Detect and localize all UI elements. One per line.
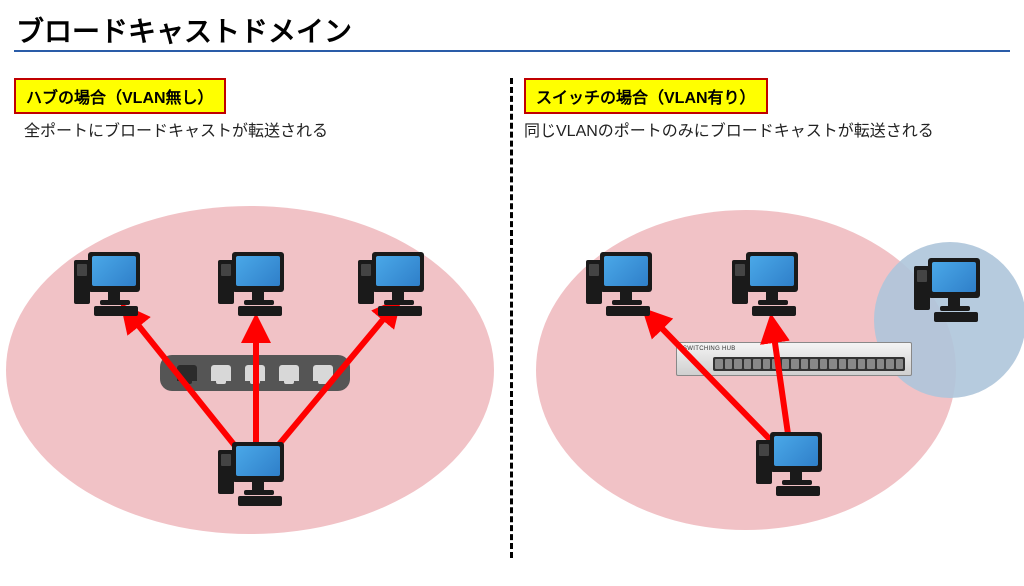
pc-icon [732, 250, 802, 320]
hub-port-icon [177, 365, 197, 381]
hub-port-icon [313, 365, 333, 381]
switch-device: SWITCHING HUB [676, 342, 912, 376]
left-description: 全ポートにブロードキャストが転送される [24, 120, 328, 144]
right-description: 同じVLANのポートのみにブロードキャストが転送される [524, 120, 994, 144]
pc-icon [358, 250, 428, 320]
pc-icon [914, 256, 984, 326]
hub-port-icon [245, 365, 265, 381]
pc-icon [218, 440, 288, 510]
left-subtitle: ハブの場合（VLAN無し） [14, 78, 226, 114]
left-diagram [0, 200, 500, 560]
switch-label: SWITCHING HUB [683, 346, 736, 352]
hub-port-icon [211, 365, 231, 381]
hub-device [160, 355, 350, 391]
title-underline [14, 50, 1010, 52]
vertical-divider [510, 78, 513, 558]
pc-icon [218, 250, 288, 320]
right-diagram: SWITCHING HUB [536, 200, 1024, 560]
pc-icon [756, 430, 826, 500]
hub-port-icon [279, 365, 299, 381]
page-title: ブロードキャストドメイン [16, 10, 352, 50]
pc-icon [74, 250, 144, 320]
pc-icon [586, 250, 656, 320]
switch-ports [713, 357, 905, 371]
right-subtitle: スイッチの場合（VLAN有り） [524, 78, 768, 114]
